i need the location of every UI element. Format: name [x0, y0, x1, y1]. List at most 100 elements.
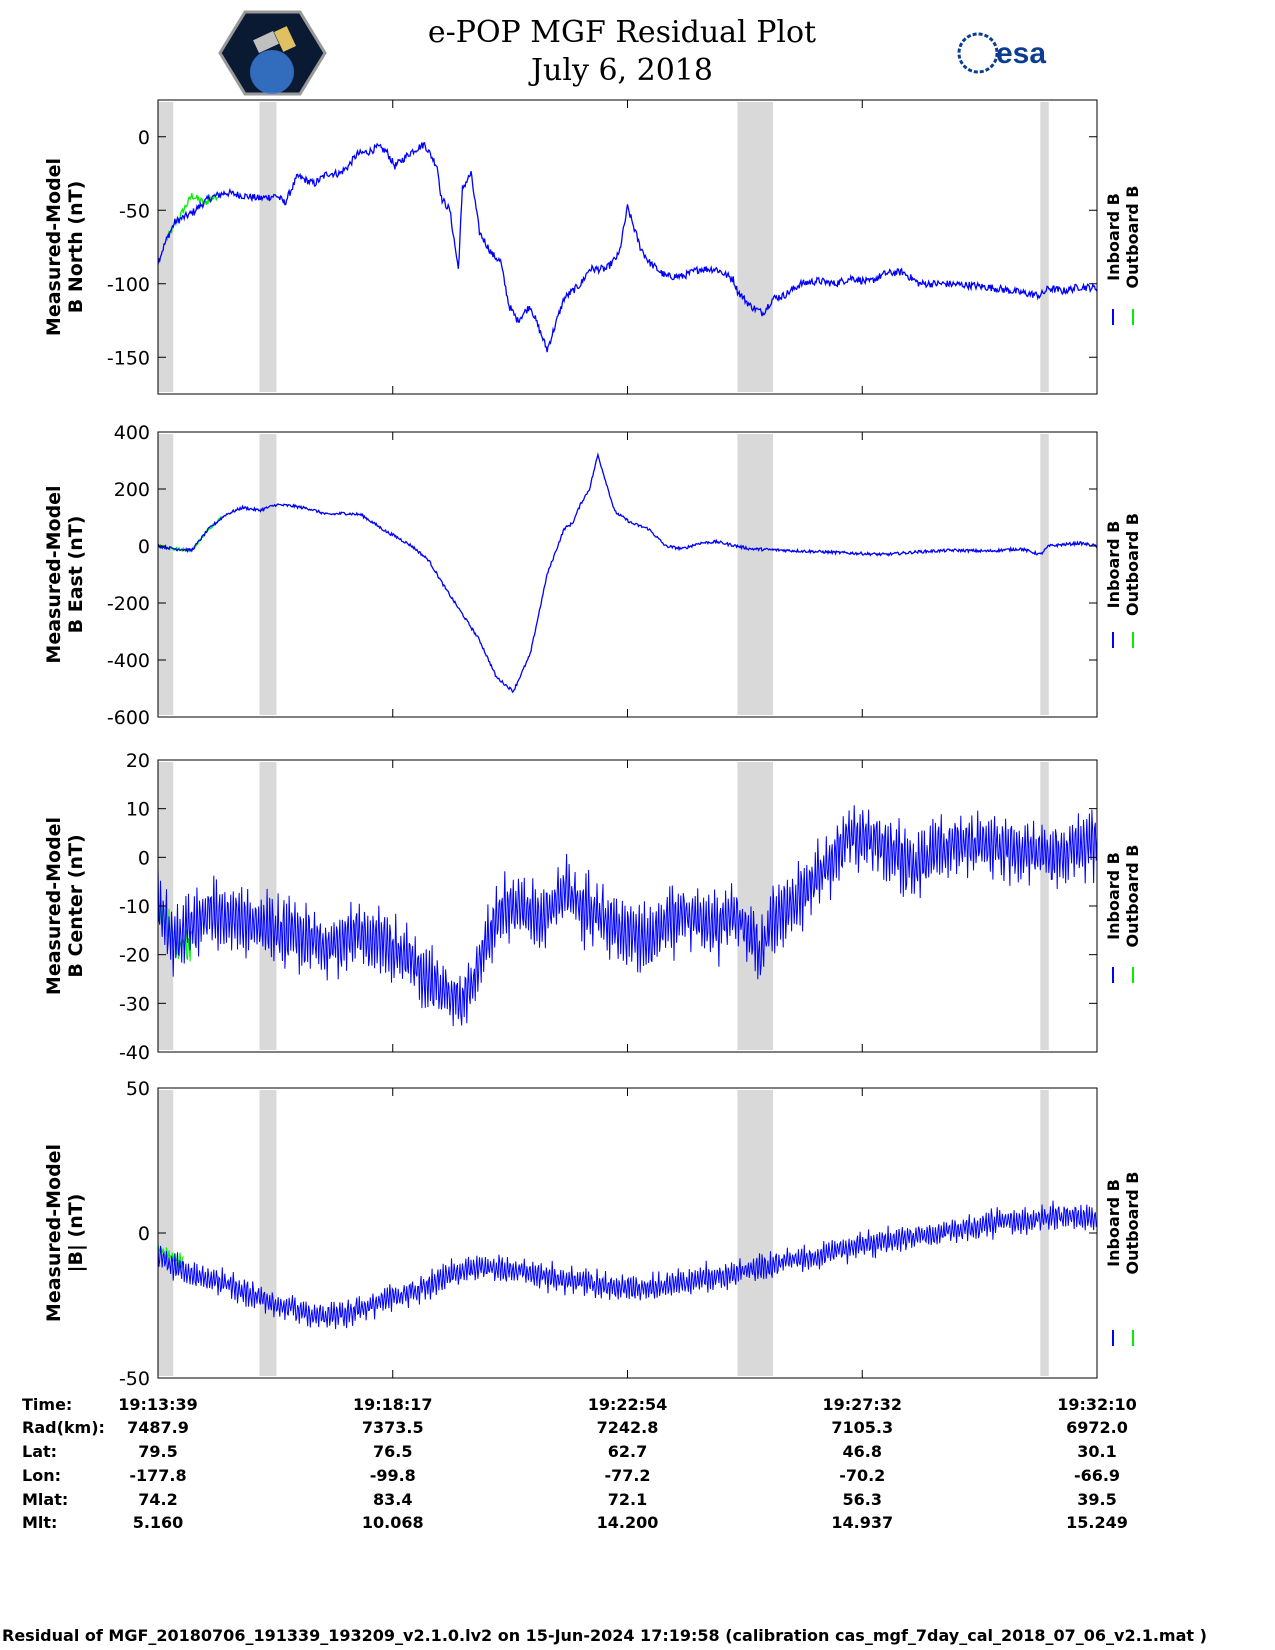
- legend: Inboard B Outboard B: [1104, 1172, 1142, 1346]
- data-gap-band: [259, 1090, 277, 1376]
- ephemeris-value: 62.7: [608, 1442, 647, 1461]
- panel-2: 400 200 0 -200 -400 -600 Measured-ModelB East …: [43, 422, 1142, 729]
- ephemeris-value: 14.200: [597, 1513, 659, 1532]
- x-tick-label: 19:32:10: [1057, 1395, 1137, 1414]
- data-gap-band: [1040, 434, 1049, 715]
- ephemeris-value: -70.2: [839, 1466, 885, 1485]
- esa-logo: esa: [957, 32, 1046, 74]
- y-tick-label: -40: [119, 1042, 150, 1064]
- ephemeris-row-label: Lon:: [22, 1466, 61, 1485]
- ephemeris-row-label: Mlt:: [22, 1513, 57, 1532]
- y-tick-label: 20: [126, 750, 150, 772]
- ephemeris-value: 83.4: [373, 1490, 412, 1509]
- ephemeris-row-label: Time:: [22, 1395, 72, 1414]
- x-tick-label: 19:18:17: [353, 1395, 433, 1414]
- ephemeris-value: 7242.8: [597, 1418, 659, 1437]
- ephemeris-value: -99.8: [370, 1466, 416, 1485]
- y-tick-label: 200: [114, 479, 150, 501]
- plot-frame: [157, 99, 1098, 395]
- y-tick-label: 0: [138, 536, 150, 558]
- y-tick-label: 0: [138, 127, 150, 149]
- plot-frame: [157, 431, 1098, 718]
- data-gap-band: [158, 434, 174, 715]
- y-axis-label: Measured-ModelB North (nT): [43, 158, 87, 336]
- ephemeris-value: 10.068: [362, 1513, 424, 1532]
- y-tick-label: -50: [119, 1368, 150, 1390]
- ephemeris-value: 30.1: [1077, 1442, 1116, 1461]
- legend-outboard-label: Outboard B: [1123, 186, 1142, 289]
- ephemeris-value: 79.5: [138, 1442, 177, 1461]
- y-axis-label: Measured-ModelB Center (nT): [43, 817, 87, 995]
- ephemeris-value: -177.8: [129, 1466, 186, 1485]
- svg-text:esa: esa: [996, 37, 1046, 70]
- ephemeris-value: 7105.3: [831, 1418, 893, 1437]
- legend: Inboard B Outboard B: [1104, 845, 1142, 983]
- legend-inboard-label: Inboard B: [1104, 193, 1123, 281]
- y-tick-label: -400: [107, 650, 150, 672]
- ephemeris-value: 7373.5: [362, 1418, 424, 1437]
- x-tick-label: 19:22:54: [588, 1395, 668, 1414]
- series-inboard-line: [157, 1200, 1098, 1330]
- footer-caption: Residual of MGF_20180706_191339_193209_v…: [2, 1626, 1207, 1645]
- ephemeris-value: -66.9: [1074, 1466, 1120, 1485]
- y-tick-label: -150: [107, 347, 150, 369]
- legend-inboard-label: Inboard B: [1104, 1179, 1123, 1267]
- y-axis-label: Measured-Model|B| (nT): [43, 1144, 87, 1322]
- x-tick-label: 19:27:32: [822, 1395, 902, 1414]
- series-outboard-line: [165, 193, 218, 242]
- panel-3: 20 10 0 -10 -20 -30 -40 Measured-ModelB Center …: [43, 750, 1142, 1064]
- ephemeris-row-label: Rad(km):: [22, 1418, 105, 1437]
- legend-outboard-label: Outboard B: [1123, 845, 1142, 948]
- y-tick-label: -30: [119, 993, 150, 1015]
- ephemeris-value: 5.160: [133, 1513, 184, 1532]
- data-gap-band: [1040, 1090, 1049, 1376]
- ephemeris-value: 14.937: [831, 1513, 893, 1532]
- data-gap-band: [1040, 762, 1049, 1050]
- mission-logo: [218, 10, 327, 96]
- y-tick-label: 50: [126, 1078, 150, 1100]
- y-tick-label: -200: [107, 593, 150, 615]
- ephemeris-value: 46.8: [843, 1442, 882, 1461]
- ephemeris-value: -77.2: [604, 1466, 650, 1485]
- ephemeris-row-label: Mlat:: [22, 1490, 68, 1509]
- panel-4: 50 0 -50 Measured-Model|B| (nT) Inboard B Out…: [43, 1078, 1142, 1390]
- ephemeris-table: Time: Rad(km): Lat: Lon: Mlat: Mlt: 19:13:39 74…: [22, 1395, 1137, 1532]
- y-tick-label: 0: [138, 1223, 150, 1245]
- chart-subtitle: July 6, 2018: [528, 53, 713, 88]
- data-gap-band: [737, 102, 774, 392]
- data-gap-band: [1040, 102, 1049, 392]
- ephemeris-row-label: Lat:: [22, 1442, 57, 1461]
- data-gap-band: [259, 762, 277, 1050]
- y-tick-label: -100: [107, 274, 150, 296]
- data-gap-band: [737, 762, 774, 1050]
- legend-inboard-label: Inboard B: [1104, 852, 1123, 940]
- series-inboard-line: [157, 452, 1098, 694]
- plot-frame: [157, 759, 1098, 1053]
- data-gap-band: [259, 434, 277, 715]
- legend: Inboard B Outboard B: [1104, 513, 1142, 648]
- y-tick-label: -50: [119, 200, 150, 222]
- y-tick-label: -20: [119, 945, 150, 967]
- ephemeris-value: 7487.9: [127, 1418, 189, 1437]
- ephemeris-value: 76.5: [373, 1442, 412, 1461]
- data-gap-band: [259, 102, 277, 392]
- y-tick-label: 400: [114, 422, 150, 444]
- legend-outboard-label: Outboard B: [1123, 1172, 1142, 1275]
- data-gap-band: [737, 434, 774, 715]
- ephemeris-value: 39.5: [1077, 1490, 1116, 1509]
- ephemeris-value: 56.3: [843, 1490, 882, 1509]
- y-tick-label: -600: [107, 707, 150, 729]
- ephemeris-value: 15.249: [1066, 1513, 1128, 1532]
- y-axis-label: Measured-ModelB East (nT): [43, 485, 87, 663]
- series-inboard-line: [157, 805, 1098, 1027]
- data-gap-band: [158, 102, 174, 392]
- legend-inboard-label: Inboard B: [1104, 521, 1123, 609]
- ephemeris-value: 6972.0: [1066, 1418, 1128, 1437]
- y-tick-label: -10: [119, 896, 150, 918]
- legend: Inboard B Outboard B: [1104, 186, 1142, 325]
- ephemeris-value: 72.1: [608, 1490, 647, 1509]
- y-tick-label: 0: [138, 847, 150, 869]
- ephemeris-value: 74.2: [138, 1490, 177, 1509]
- data-gap-band: [737, 1090, 774, 1376]
